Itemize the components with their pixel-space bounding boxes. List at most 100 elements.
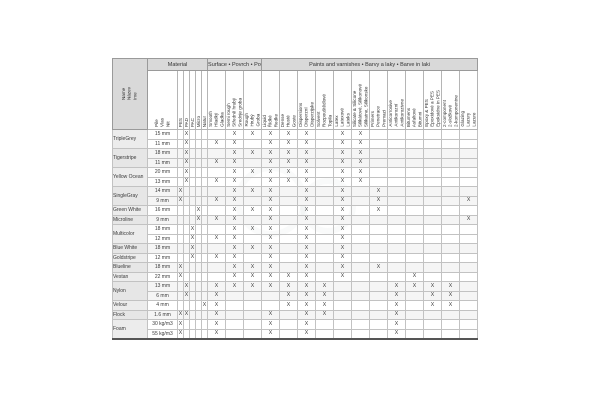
table-row: 11 mm X X X X X X X X <box>113 138 479 149</box>
table-row: 13 mm X X X X X X X X <box>113 176 479 187</box>
mark-cell-glazing: X <box>459 214 479 225</box>
mark-cell-dense: X <box>279 167 299 178</box>
column-header-bitumens: Bitumens Asfaltové Bitumni <box>405 70 425 130</box>
mark-cell-latex: X <box>333 186 353 197</box>
mark-cell-rough <box>243 176 263 187</box>
table-row: Green White 16 mm X X X X X X X <box>112 205 479 216</box>
mark-cell-primers <box>369 224 389 235</box>
mark-cell-smooth <box>207 148 227 159</box>
mark-cell-primers <box>369 214 389 225</box>
mark-cell-two_component <box>441 243 461 254</box>
mark-cell-liquid: X <box>261 252 281 263</box>
pile-value: 9 mm <box>147 214 178 225</box>
mark-cell-smooth <box>207 186 227 197</box>
mark-cell-glazing <box>459 186 479 197</box>
mark-cell-two_component <box>441 167 461 178</box>
mark-cell-primers <box>369 300 389 311</box>
mark-cell-dense: X <box>279 271 299 282</box>
column-header-pile: Pile Vlas Nit <box>147 70 178 130</box>
mark-cell-epoxy: X <box>423 281 443 292</box>
table-row: SingleGray 14 mm X X X X X X X <box>112 186 479 206</box>
mark-cell-solvent <box>315 252 335 263</box>
mark-cell-rough <box>243 290 263 301</box>
pile-value: 14 mm <box>147 186 178 197</box>
mark-cell-dispersions: X <box>297 281 317 292</box>
mark-cell-anticorrosive <box>387 262 407 273</box>
mark-cell-silicate: X <box>351 129 371 140</box>
mark-cell-dispersions: X <box>297 148 317 159</box>
mark-cell-epoxy <box>423 138 443 149</box>
roller-spec-table: Name Název Ime Material Surface • Povrch • P… <box>112 58 479 340</box>
mark-cell-silicate <box>351 233 371 244</box>
mark-cell-smooth: X <box>207 309 227 320</box>
mark-cell-dispersions: X <box>297 129 317 140</box>
mark-cell-bitumens <box>405 176 425 187</box>
mark-cell-solvent: X <box>315 309 335 320</box>
table-row: Flock 1.6 mm X X X X X X X <box>112 309 479 320</box>
mark-cell-dispersions: X <box>297 328 317 339</box>
mark-cell-two_component <box>441 271 461 282</box>
mark-cell-semi_rough <box>225 328 245 339</box>
mark-cell-dense: X <box>279 138 299 149</box>
mark-cell-semi_rough: X <box>225 252 245 263</box>
mark-cell-glazing <box>459 167 479 178</box>
mark-cell-two_component <box>441 176 461 187</box>
mark-cell-silicate: X <box>351 176 371 187</box>
mark-cell-silicate: X <box>351 157 371 168</box>
mark-cell-semi_rough: X <box>225 157 245 168</box>
mark-cell-dense: X <box>279 300 299 311</box>
mark-cell-latex: X <box>333 243 353 254</box>
pile-value: 22 mm <box>147 271 178 282</box>
mark-cell-glazing <box>459 176 479 187</box>
mark-cell-epoxy <box>423 176 443 187</box>
table-row: 9 mm X X X X X X X X <box>113 195 479 206</box>
mark-cell-anticorrosive <box>387 252 407 263</box>
mark-cell-two_component: X <box>441 300 461 311</box>
mark-cell-liquid: X <box>261 233 281 244</box>
pile-value: 20 mm <box>147 167 178 178</box>
table-row: Vestan 22 mm X X X X X X X X <box>112 271 479 282</box>
table-row: Foam 30 kg/m3 X X X X X <box>112 319 479 339</box>
mark-cell-anticorrosive <box>387 157 407 168</box>
mark-cell-smooth <box>207 129 227 140</box>
mark-cell-solvent <box>315 233 335 244</box>
mark-cell-semi_rough <box>225 290 245 301</box>
mark-cell-two_component <box>441 157 461 168</box>
pile-value: 6 mm <box>147 290 178 301</box>
mark-cell-dense: X <box>279 157 299 168</box>
mark-cell-semi_rough: X <box>225 271 245 282</box>
mark-cell-dispersions: X <box>297 186 317 197</box>
mark-cell-semi_rough <box>225 300 245 311</box>
table-row: 55 kg/m3 X X X X X <box>113 328 479 339</box>
mark-cell-silicate <box>351 271 371 282</box>
mark-cell-solvent <box>315 271 335 282</box>
table-row: 12 mm X X X X X X <box>113 233 479 244</box>
table-row: 6 mm X X X X X X X X <box>113 290 479 301</box>
mark-cell-latex: X <box>333 233 353 244</box>
mark-cell-two_component <box>441 309 461 320</box>
mark-cell-latex <box>333 281 353 292</box>
mark-cell-bitumens: X <box>405 271 425 282</box>
mark-cell-liquid: X <box>261 138 281 149</box>
mark-cell-anticorrosive <box>387 195 407 206</box>
mark-cell-bitumens <box>405 129 425 140</box>
mark-cell-dense <box>279 205 299 216</box>
mark-cell-two_component <box>441 205 461 216</box>
mark-cell-solvent <box>315 262 335 273</box>
mark-cell-silicate <box>351 319 371 330</box>
mark-cell-epoxy <box>423 205 443 216</box>
table-row: Goldstripe 12 mm X X X X X X <box>112 252 479 263</box>
mark-cell-smooth <box>207 205 227 216</box>
mark-cell-epoxy <box>423 262 443 273</box>
mark-cell-solvent <box>315 328 335 339</box>
mark-cell-dispersions: X <box>297 319 317 330</box>
table-row: Velour 4 mm X X X X X X X X <box>112 300 479 311</box>
column-header-rough: Rough Hrubý Groba <box>243 70 263 130</box>
mark-cell-rough: X <box>243 224 263 235</box>
product-name: Multicolor <box>112 224 148 244</box>
mark-cell-dispersions: X <box>297 309 317 320</box>
mark-cell-glazing: X <box>459 195 479 206</box>
mark-cell-liquid: X <box>261 281 281 292</box>
mark-cell-smooth <box>207 271 227 282</box>
mark-cell-liquid: X <box>261 129 281 140</box>
